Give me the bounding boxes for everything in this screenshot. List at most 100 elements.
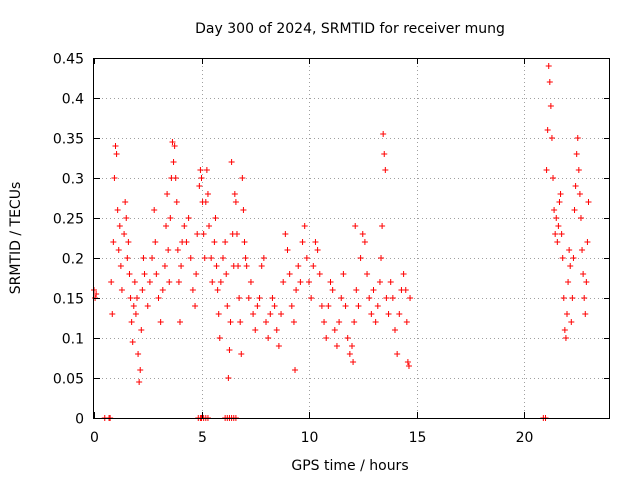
- data-point: [149, 255, 156, 261]
- data-point: [171, 143, 178, 149]
- data-point: [227, 319, 234, 325]
- grid: [94, 58, 610, 418]
- data-point: [282, 231, 289, 237]
- y-tick-label: 0.15: [53, 292, 84, 308]
- data-point: [571, 207, 578, 213]
- data-point: [157, 319, 164, 325]
- y-axis-label: SRMTID / TECUs: [8, 182, 24, 295]
- data-point: [306, 279, 312, 285]
- data-point: [163, 223, 170, 229]
- data-point: [110, 239, 117, 245]
- data-point: [159, 287, 166, 293]
- data-point: [567, 263, 574, 269]
- data-point: [183, 239, 190, 245]
- data-point: [310, 263, 317, 269]
- data-point: [579, 247, 586, 253]
- data-point: [166, 279, 173, 285]
- data-point: [260, 255, 267, 261]
- data-point: [252, 327, 259, 333]
- data-point: [558, 231, 565, 237]
- data-point: [308, 295, 315, 301]
- data-point: [288, 303, 295, 309]
- data-point: [389, 295, 396, 301]
- data-point: [303, 255, 310, 261]
- data-point: [407, 295, 414, 301]
- data-point: [385, 311, 392, 317]
- data-point: [127, 295, 134, 301]
- data-point: [376, 279, 383, 285]
- data-points: [91, 63, 592, 421]
- data-point: [378, 255, 385, 261]
- data-point: [293, 287, 300, 293]
- data-point: [172, 175, 179, 181]
- plot-frame: [93, 58, 610, 419]
- data-point: [177, 319, 183, 325]
- data-point: [202, 199, 209, 205]
- data-point: [211, 239, 218, 245]
- data-point: [173, 199, 180, 205]
- data-point: [380, 131, 387, 137]
- data-point: [584, 239, 591, 245]
- data-point: [329, 287, 336, 293]
- data-point: [572, 183, 579, 189]
- data-point: [316, 271, 323, 277]
- data-point: [139, 287, 146, 293]
- data-point: [223, 271, 230, 277]
- data-point: [278, 311, 285, 317]
- data-point: [203, 167, 210, 173]
- data-point: [130, 303, 137, 309]
- data-point: [258, 263, 265, 269]
- data-point: [196, 183, 203, 189]
- data-point: [222, 239, 229, 245]
- data-point: [576, 191, 583, 197]
- data-point: [232, 199, 239, 205]
- data-point: [318, 303, 325, 309]
- data-point: [217, 279, 224, 285]
- data-point: [220, 255, 226, 261]
- data-point: [204, 191, 211, 197]
- data-point: [167, 215, 174, 221]
- data-point: [250, 311, 257, 317]
- data-point: [312, 239, 319, 245]
- data-point: [242, 255, 249, 261]
- y-tick-label: 0.45: [53, 52, 84, 68]
- data-point: [122, 199, 129, 205]
- data-point: [165, 247, 172, 253]
- data-point: [121, 231, 128, 237]
- data-point: [581, 295, 588, 301]
- data-point: [299, 239, 306, 245]
- data-point: [580, 271, 587, 277]
- data-point: [185, 215, 192, 221]
- y-tick-label: 0.05: [53, 372, 84, 388]
- data-point: [216, 335, 223, 341]
- data-point: [352, 223, 359, 229]
- data-point: [108, 279, 115, 285]
- data-point: [136, 379, 143, 385]
- data-point: [224, 303, 231, 309]
- data-point: [560, 295, 567, 301]
- data-point: [562, 335, 569, 341]
- data-point: [552, 231, 559, 237]
- data-point: [342, 303, 349, 309]
- data-point: [213, 263, 220, 269]
- data-point: [556, 199, 563, 205]
- data-point: [575, 167, 582, 173]
- data-point: [353, 287, 360, 293]
- data-point: [269, 295, 276, 301]
- data-point: [271, 303, 278, 309]
- data-point: [181, 223, 188, 229]
- data-point: [240, 207, 247, 213]
- data-point: [194, 231, 201, 237]
- y-tick-label: 0.4: [62, 92, 84, 108]
- data-point: [336, 319, 343, 325]
- data-point: [112, 143, 119, 149]
- data-point: [323, 335, 330, 341]
- y-tick-label: 0.2: [62, 252, 84, 268]
- data-point: [109, 311, 116, 317]
- data-point: [208, 255, 215, 261]
- x-tick-label: 10: [301, 430, 319, 446]
- data-point: [555, 223, 562, 229]
- data-point: [254, 303, 261, 309]
- data-point: [381, 151, 388, 157]
- data-point: [146, 279, 153, 285]
